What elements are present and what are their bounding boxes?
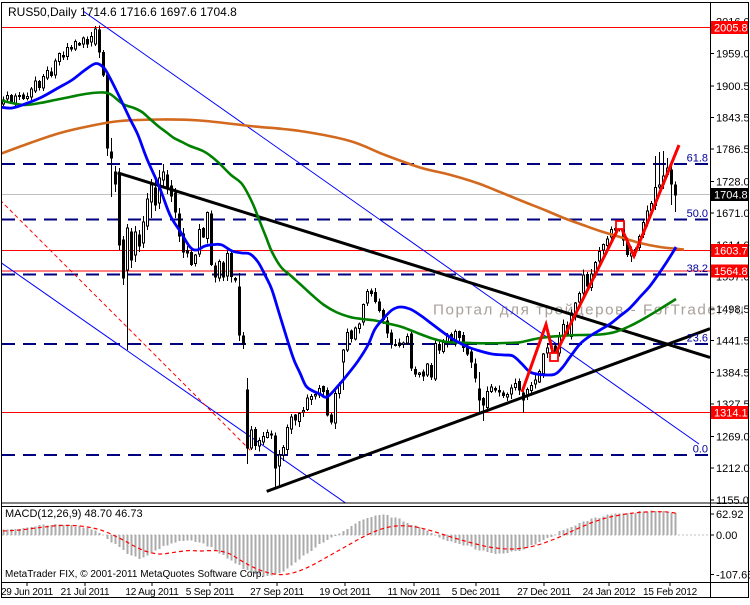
svg-text:5 Sep 2011: 5 Sep 2011 [186, 587, 235, 598]
svg-text:11 Nov 2011: 11 Nov 2011 [387, 587, 441, 598]
svg-text:27 Dec 2011: 27 Dec 2011 [517, 587, 571, 598]
svg-text:1704.8: 1704.8 [714, 190, 748, 202]
svg-text:23.6: 23.6 [687, 333, 708, 345]
svg-text:27 Sep 2011: 27 Sep 2011 [250, 587, 304, 598]
svg-text:1155.0: 1155.0 [716, 495, 749, 507]
svg-text:MetaTrader FIX, © 2001-2011 Me: MetaTrader FIX, © 2001-2011 MetaQuotes S… [5, 569, 264, 580]
svg-text:RUS50,Daily 1714.6 1716.6 169: RUS50,Daily 1714.6 1716.6 1697.6 1704.8 [8, 5, 237, 19]
svg-text:1269.0: 1269.0 [716, 431, 750, 443]
svg-text:1498.5: 1498.5 [716, 304, 750, 316]
svg-text:1843.5: 1843.5 [716, 112, 750, 124]
svg-text:Портал для трейдеров - ForTrad: Портал для трейдеров - ForTrader.ru [433, 302, 744, 319]
svg-text:1671.0: 1671.0 [716, 208, 750, 220]
svg-text:24 Jan 2012: 24 Jan 2012 [583, 587, 636, 598]
svg-text:38.2: 38.2 [687, 263, 708, 275]
svg-text:1786.5: 1786.5 [716, 144, 750, 156]
svg-text:1314.1: 1314.1 [714, 408, 748, 420]
svg-text:0.0: 0.0 [693, 444, 708, 456]
svg-text:1441.5: 1441.5 [716, 336, 750, 348]
svg-text:-107.65: -107.65 [716, 570, 750, 582]
svg-text:19 Oct 2011: 19 Oct 2011 [319, 587, 371, 598]
svg-text:1728.0: 1728.0 [716, 177, 750, 189]
svg-text:1212.0: 1212.0 [716, 463, 750, 475]
svg-text:5 Dec 2011: 5 Dec 2011 [452, 587, 501, 598]
svg-text:50.0: 50.0 [687, 208, 708, 220]
svg-text:61.8: 61.8 [687, 153, 708, 165]
svg-text:29 Jun 2011: 29 Jun 2011 [1, 587, 54, 598]
svg-text:0.00: 0.00 [716, 530, 737, 542]
svg-text:2005.8: 2005.8 [714, 23, 748, 35]
svg-text:1603.7: 1603.7 [714, 246, 748, 258]
svg-text:MACD(12,26,9) 48.70 46.73: MACD(12,26,9) 48.70 46.73 [5, 508, 143, 520]
svg-text:1959.0: 1959.0 [716, 48, 750, 60]
svg-text:12 Aug 2011: 12 Aug 2011 [125, 587, 179, 598]
svg-text:62.92: 62.92 [716, 509, 744, 521]
svg-text:1564.8: 1564.8 [714, 266, 748, 278]
svg-text:15 Feb 2012: 15 Feb 2012 [643, 587, 698, 598]
svg-text:1384.5: 1384.5 [716, 367, 750, 379]
svg-text:21 Jul 2011: 21 Jul 2011 [61, 587, 110, 598]
svg-text:1900.5: 1900.5 [716, 81, 750, 93]
